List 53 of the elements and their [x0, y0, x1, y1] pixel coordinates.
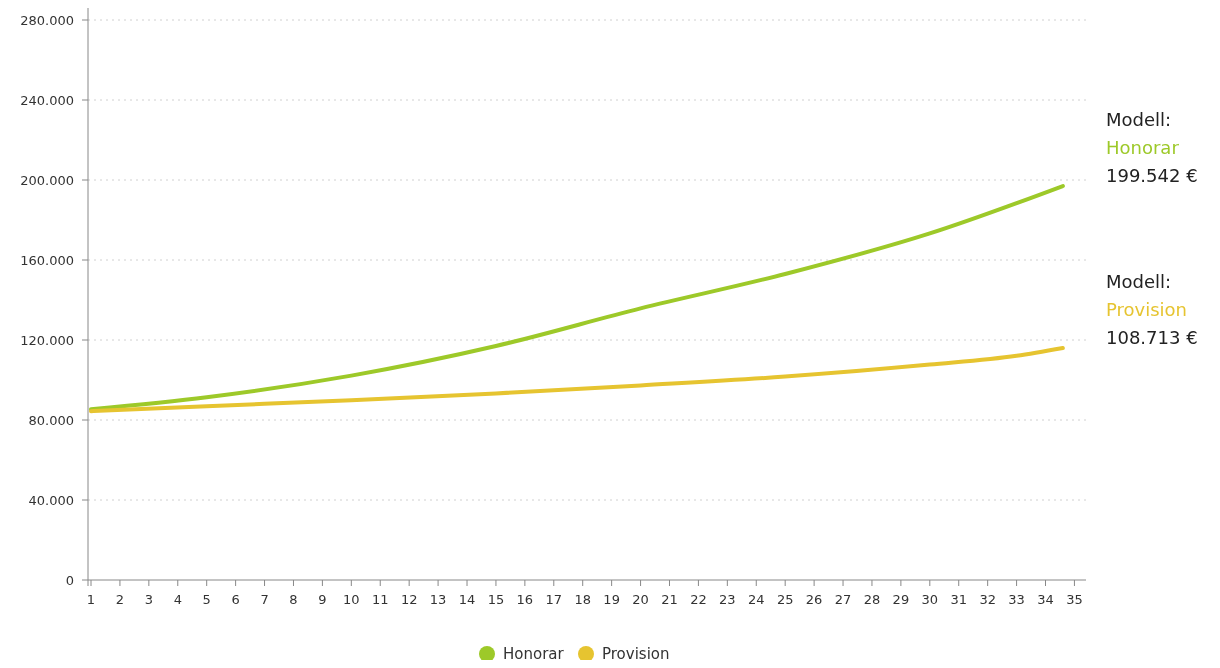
text: 199.542 € [1106, 165, 1198, 186]
x-tick-label: 3 [144, 592, 153, 607]
legend-label: Honorar [503, 645, 565, 664]
y-tick-label: 80.000 [28, 412, 74, 428]
x-tick-label: 7 [260, 592, 269, 607]
x-tick-label: 2 [115, 592, 125, 607]
x-tick-label: 30 [921, 592, 939, 607]
y-tick-label: 0 [65, 572, 74, 588]
text: 108.713 € [1106, 327, 1198, 348]
x-tick-label: 27 [834, 592, 852, 607]
x-tick-label: 8 [289, 592, 298, 607]
x-tick-label: 10 [343, 592, 360, 607]
text: Modell: [1106, 109, 1172, 130]
x-tick-label: 12 [400, 592, 418, 607]
y-tick-label: 40.000 [28, 492, 74, 508]
y-tick-label: 160.000 [20, 252, 74, 268]
x-tick-label: 13 [429, 592, 447, 607]
text: Modell: [1106, 271, 1172, 292]
y-tick-label: 240.000 [20, 92, 74, 108]
x-tick-label: 18 [574, 592, 591, 607]
x-tick-label: 6 [231, 592, 240, 607]
x-tick-label: 31 [950, 592, 968, 607]
x-tick-label: 35 [1066, 592, 1083, 607]
x-tick-label: 34 [1037, 592, 1054, 607]
x-tick-label: 16 [516, 592, 534, 607]
x-tick-label: 14 [458, 592, 476, 607]
x-tick-label: 32 [979, 592, 996, 607]
x-tick-label: 22 [690, 592, 707, 607]
x-tick-label: 33 [1008, 592, 1025, 607]
x-tick-label: 5 [202, 592, 211, 607]
text: Provision [1106, 299, 1188, 320]
x-tick-label: 4 [173, 592, 182, 607]
y-tick-label: 200.000 [20, 172, 74, 188]
line-series [89, 184, 1065, 412]
legend-label: Provision [602, 645, 670, 664]
x-tick-label: 9 [318, 592, 327, 607]
text: Honorar [1106, 137, 1180, 158]
x-tick-label: 21 [661, 592, 678, 607]
x-tick-label: 24 [747, 592, 765, 607]
x-tick-label: 20 [632, 592, 649, 607]
x-tick-label: 19 [603, 592, 620, 607]
x-tick-label: 1 [86, 592, 96, 607]
line-series [89, 346, 1065, 414]
y-tick-label: 120.000 [20, 332, 74, 348]
x-tick-label: 11 [371, 592, 389, 607]
x-tick-label: 17 [545, 592, 563, 607]
x-tick-label: 15 [487, 592, 505, 607]
y-tick-label: 280.000 [20, 12, 74, 28]
x-tick-label: 25 [776, 592, 794, 607]
x-tick-label: 29 [892, 592, 910, 607]
x-tick-label: 23 [719, 592, 736, 607]
x-tick-label: 28 [863, 592, 881, 607]
x-tick-label: 26 [805, 592, 823, 607]
